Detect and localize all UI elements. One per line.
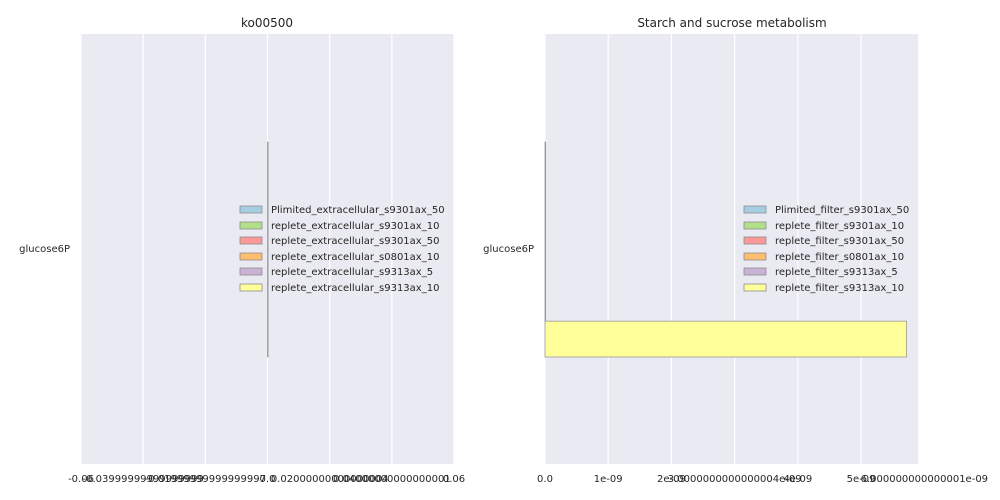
- legend-label: replete_extracellular_s0801ax_10: [271, 252, 439, 263]
- legend-entry: replete_filter_s9313ax_10: [743, 283, 904, 294]
- legend-swatch: [743, 221, 767, 230]
- legend-entry: replete_filter_s9301ax_10: [743, 221, 904, 232]
- bar: [544, 284, 547, 322]
- bars: [544, 141, 908, 358]
- legend-label: Plimited_filter_s9301ax_50: [775, 205, 909, 216]
- chart-title: Starch and sucrose metabolism: [637, 16, 826, 30]
- legend-label: replete_extracellular_s9301ax_50: [271, 236, 439, 247]
- legend-swatch: [239, 283, 263, 292]
- legend-label: replete_extracellular_s9301ax_10: [271, 221, 439, 232]
- x-tick-label: 1e-09: [594, 474, 623, 485]
- x-tick-label: -0.03999999999999999: [83, 474, 204, 485]
- bar: [544, 141, 547, 179]
- x-tick-label: 3.0000000000000004e-09: [668, 474, 802, 485]
- legend-swatch: [743, 283, 767, 292]
- legend-swatch: [239, 236, 263, 245]
- legend-swatch: [239, 267, 263, 276]
- legend-label: replete_filter_s9301ax_10: [775, 221, 904, 232]
- x-tick-label: 0.0: [260, 474, 276, 485]
- x-tick-label: -0.01999999999999997: [145, 474, 266, 485]
- legend-swatch: [239, 205, 263, 214]
- bar: [544, 249, 547, 286]
- x-tick-label: 0.04000000000000001: [333, 474, 451, 485]
- bar: [544, 320, 908, 358]
- x-tick-label: 0.02000000000000004: [271, 474, 389, 485]
- bar: [267, 320, 269, 358]
- legend-swatch: [743, 205, 767, 214]
- legend-swatch: [239, 252, 263, 261]
- legend-label: replete_filter_s9313ax_10: [775, 283, 904, 294]
- y-tick-label: glucose6P: [483, 244, 534, 255]
- legend-label: replete_extracellular_s9313ax_5: [271, 267, 433, 278]
- legend-entry: replete_extracellular_s0801ax_10: [239, 252, 439, 263]
- legend-entry: replete_extracellular_s9313ax_10: [239, 283, 439, 294]
- x-tick-label: -0.06: [68, 474, 94, 485]
- chart-starch-sucrose: Starch and sucrose metabolism glucose6P …: [483, 16, 988, 485]
- legend: Plimited_filter_s9301ax_50 replete_filte…: [743, 205, 909, 294]
- bar: [267, 284, 269, 322]
- chart-title: ko00500: [241, 16, 293, 30]
- legend-entry: Plimited_filter_s9301ax_50: [743, 205, 909, 216]
- bars: [267, 141, 269, 358]
- legend-entry: replete_filter_s9313ax_5: [743, 267, 898, 278]
- x-tick-label: 4e-09: [783, 474, 812, 485]
- x-gridlines: [544, 34, 862, 464]
- legend-entry: replete_extracellular_s9313ax_5: [239, 267, 433, 278]
- legend-label: replete_extracellular_s9313ax_10: [271, 283, 439, 294]
- legend-swatch: [743, 267, 767, 276]
- x-tick-label: 6.000000000000001e-09: [861, 474, 988, 485]
- bar: [267, 249, 269, 286]
- bar: [267, 213, 269, 250]
- legend-label: replete_filter_s9313ax_5: [775, 267, 898, 278]
- x-tick-labels: 0.0 1e-09 2e-093.0000000000000004e-094e-09…: [537, 474, 988, 485]
- legend: Plimited_extracellular_s9301ax_50 replet…: [239, 205, 445, 294]
- chart-ko00500: ko00500 glucose6P -0.06-0.03999999999999…: [19, 16, 465, 485]
- plot-area-background: [545, 34, 918, 464]
- legend-label: Plimited_extracellular_s9301ax_50: [271, 205, 445, 216]
- x-tick-labels: -0.06-0.03999999999999999-0.019999999999…: [68, 474, 465, 485]
- x-tick-label: 5e-09: [847, 474, 876, 485]
- bar: [267, 177, 269, 215]
- x-tick-label: 0.0: [537, 474, 553, 485]
- legend-label: replete_filter_s9301ax_50: [775, 236, 904, 247]
- bar: [267, 141, 269, 179]
- legend-swatch: [743, 252, 767, 261]
- legend-label: replete_filter_s0801ax_10: [775, 252, 904, 263]
- legend-entry: replete_filter_s9301ax_50: [743, 236, 904, 247]
- x-tick-label: 2e-09: [657, 474, 686, 485]
- legend-entry: replete_filter_s0801ax_10: [743, 252, 904, 263]
- bar: [544, 213, 547, 250]
- x-gridlines: [80, 34, 455, 464]
- y-tick-label: glucose6P: [19, 244, 70, 255]
- legend-entry: Plimited_extracellular_s9301ax_50: [239, 205, 445, 216]
- bar: [544, 177, 547, 215]
- legend-swatch: [239, 221, 263, 230]
- legend-entry: replete_extracellular_s9301ax_10: [239, 221, 439, 232]
- x-tick-label: 0.06: [443, 474, 465, 485]
- legend-swatch: [743, 236, 767, 245]
- legend-entry: replete_extracellular_s9301ax_50: [239, 236, 439, 247]
